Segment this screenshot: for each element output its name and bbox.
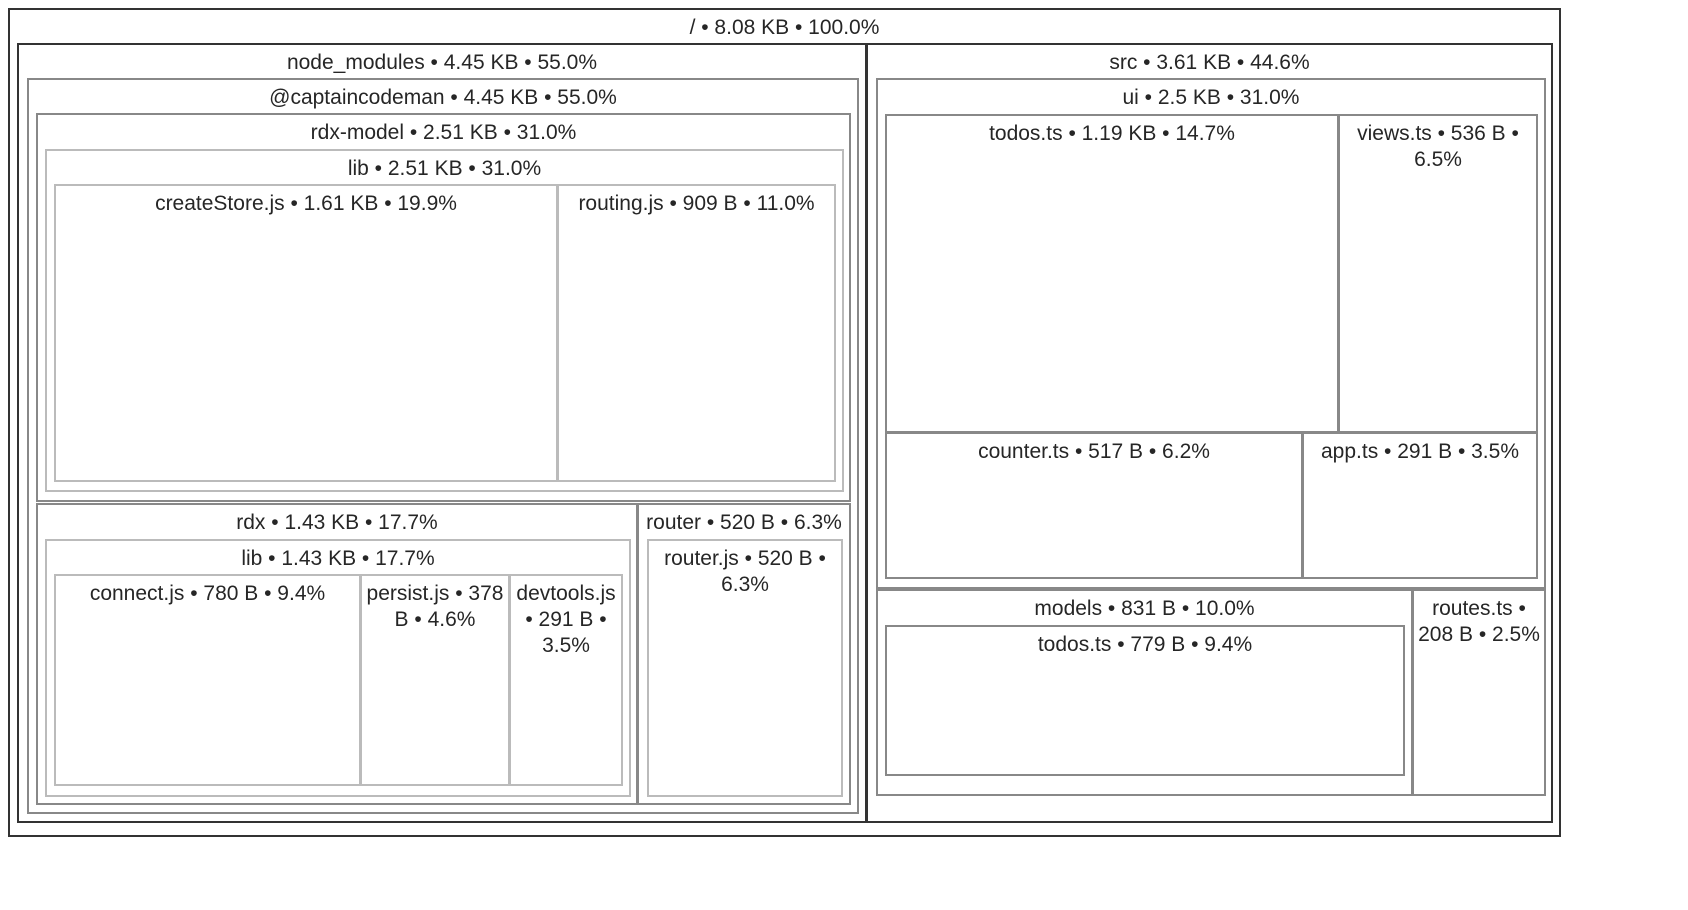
treemap-node-routing-js[interactable]: routing.js • 909 B • 11.0% <box>557 184 836 482</box>
treemap-node-label: src • 3.61 KB • 44.6% <box>1109 51 1310 74</box>
treemap-node-label: connect.js • 780 B • 9.4% <box>89 582 326 605</box>
treemap-node-label: models • 831 B • 10.0% <box>1034 597 1255 620</box>
treemap-node-todos-ts[interactable]: todos.ts • 779 B • 9.4% <box>885 625 1405 776</box>
treemap-node-label: persist.js • 378 B • 4.6% <box>366 582 504 631</box>
treemap-node-label: devtools.js • 291 B • 3.5% <box>516 582 616 657</box>
treemap-node-label: @captaincodeman • 4.45 KB • 55.0% <box>269 86 617 109</box>
treemap-node-todos-ts[interactable]: todos.ts • 1.19 KB • 14.7% <box>885 114 1339 433</box>
treemap-node-connect-js[interactable]: connect.js • 780 B • 9.4% <box>54 574 361 786</box>
treemap-node-label: app.ts • 291 B • 3.5% <box>1321 440 1519 463</box>
treemap-node-label: lib • 2.51 KB • 31.0% <box>347 157 542 180</box>
treemap-node-label: rdx-model • 2.51 KB • 31.0% <box>310 121 577 144</box>
treemap-node-label: lib • 1.43 KB • 17.7% <box>241 547 435 570</box>
treemap-node-label: createStore.js • 1.61 KB • 19.9% <box>155 192 457 215</box>
treemap-node-devtools-js[interactable]: devtools.js • 291 B • 3.5% <box>509 574 623 786</box>
treemap-node-label: views.ts • 536 B • 6.5% <box>1357 122 1519 171</box>
treemap-node-label: router • 520 B • 6.3% <box>646 511 842 534</box>
treemap-node-label: routes.ts • 208 B • 2.5% <box>1418 597 1540 646</box>
treemap-node-app-ts[interactable]: app.ts • 291 B • 3.5% <box>1302 432 1538 579</box>
treemap-node-label: counter.ts • 517 B • 6.2% <box>978 440 1210 463</box>
treemap-node-label: node_modules • 4.45 KB • 55.0% <box>286 51 598 74</box>
treemap-node-label: ui • 2.5 KB • 31.0% <box>1122 86 1300 109</box>
treemap-node-router-js[interactable]: router.js • 520 B • 6.3% <box>647 539 843 797</box>
treemap-node-label: router.js • 520 B • 6.3% <box>664 547 826 596</box>
treemap-node-label: todos.ts • 779 B • 9.4% <box>1037 633 1253 656</box>
treemap-node-createstore-js[interactable]: createStore.js • 1.61 KB • 19.9% <box>54 184 558 482</box>
treemap-node-label: routing.js • 909 B • 11.0% <box>578 192 815 215</box>
treemap-node-routes-ts[interactable]: routes.ts • 208 B • 2.5% <box>1412 589 1546 796</box>
treemap-node-label: rdx • 1.43 KB • 17.7% <box>236 511 438 534</box>
treemap-node-counter-ts[interactable]: counter.ts • 517 B • 6.2% <box>885 432 1303 579</box>
treemap-node-label: / • 8.08 KB • 100.0% <box>689 16 880 39</box>
treemap-node-label: todos.ts • 1.19 KB • 14.7% <box>989 122 1235 145</box>
treemap-node-views-ts[interactable]: views.ts • 536 B • 6.5% <box>1338 114 1538 433</box>
treemap-node-persist-js[interactable]: persist.js • 378 B • 4.6% <box>360 574 510 786</box>
